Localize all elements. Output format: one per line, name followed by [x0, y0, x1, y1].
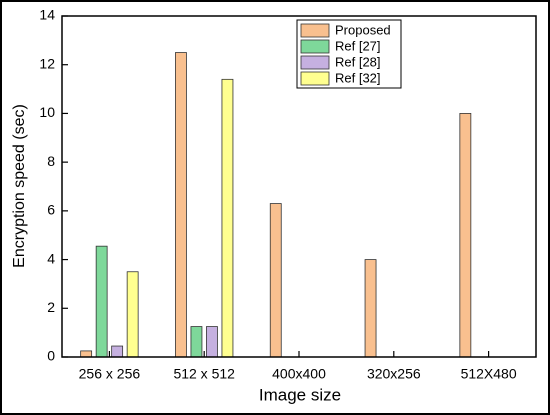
bar: [80, 350, 93, 358]
y-tick-label: 0: [47, 348, 55, 364]
x-tick-label: 512X480: [461, 366, 517, 382]
bar: [459, 113, 472, 358]
bar: [95, 245, 108, 358]
bar: [206, 326, 218, 358]
legend-label: Proposed: [335, 22, 391, 37]
legend-label: Ref [27]: [335, 38, 381, 53]
bar: [190, 326, 203, 358]
y-tick-label: 10: [39, 104, 55, 120]
bar: [364, 259, 377, 358]
x-axis-label: Image size: [259, 385, 341, 404]
bar: [111, 345, 124, 358]
y-tick-label: 12: [39, 55, 55, 71]
bar: [175, 52, 187, 358]
y-tick-label: 6: [47, 202, 55, 218]
plot-frame: [61, 15, 537, 358]
legend-swatch: [300, 39, 330, 54]
x-tick-label: 320x256: [367, 366, 421, 382]
y-tick-label: 4: [47, 250, 55, 266]
bar: [126, 271, 139, 358]
x-tick-label: 512 x 512: [173, 366, 235, 382]
legend-label: Ref [32]: [335, 70, 381, 85]
x-tick-label: 400x400: [272, 366, 326, 382]
y-tick-label: 14: [39, 7, 55, 23]
bar: [269, 203, 282, 358]
legend-swatch: [300, 23, 330, 38]
y-tick-label: 2: [47, 299, 55, 315]
y-tick-label: 8: [47, 153, 55, 169]
legend-swatch: [300, 55, 330, 70]
x-tick-label: 256 x 256: [79, 366, 141, 382]
bar: [221, 78, 234, 358]
legend-label: Ref [28]: [335, 54, 381, 69]
legend-swatch: [300, 71, 330, 86]
y-axis-label: Encryption speed (sec): [11, 104, 28, 268]
